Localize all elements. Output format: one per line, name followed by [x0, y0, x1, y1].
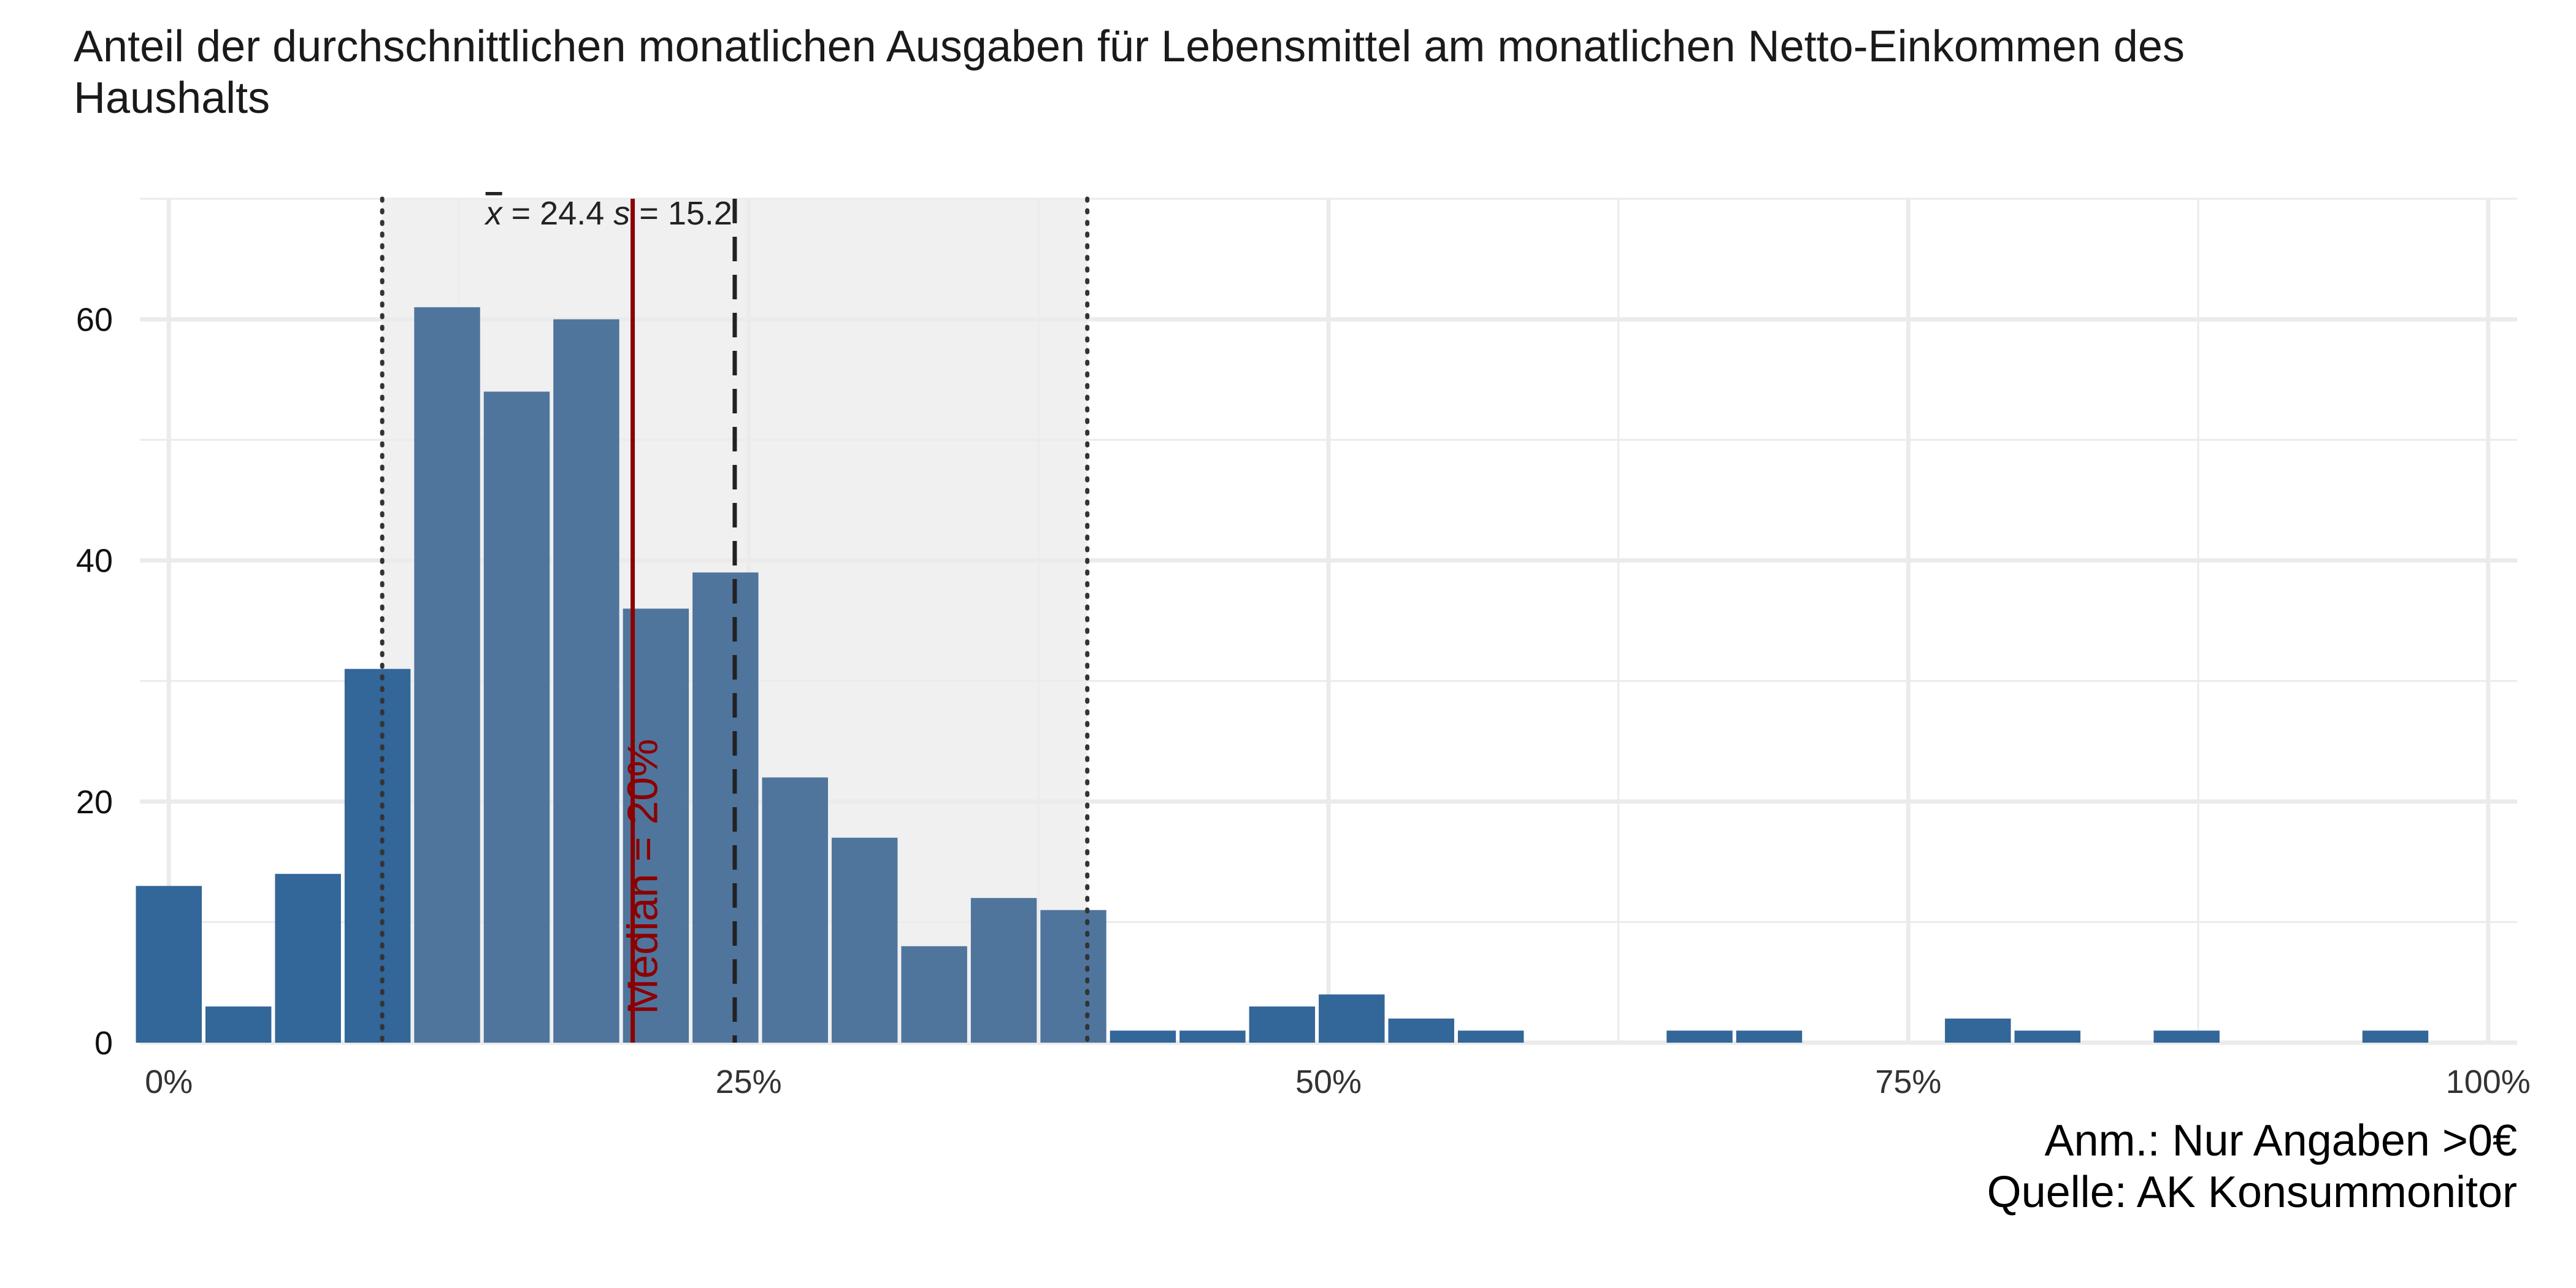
y-tick-label: 40	[76, 543, 113, 580]
histogram-bar	[1110, 1030, 1176, 1043]
y-tick-label: 60	[76, 302, 113, 339]
histogram-bar	[483, 391, 550, 1043]
bars-layer	[136, 307, 2429, 1043]
reference-lines-layer: Median = 20% x = 24.4 s = 15.2	[380, 195, 1090, 1045]
x-tick-label: 25%	[716, 1064, 782, 1100]
histogram-bar	[1319, 994, 1385, 1043]
histogram-bar	[275, 873, 341, 1043]
x-tick-label: 0%	[145, 1064, 193, 1100]
histogram-bar	[1945, 1018, 2011, 1043]
histogram-bar	[344, 669, 411, 1043]
histogram-bar	[1666, 1030, 1733, 1043]
mean-symbol: x	[484, 195, 504, 232]
histogram-bar	[1249, 1006, 1316, 1043]
histogram-bar	[553, 319, 619, 1043]
histogram-bar	[831, 837, 898, 1043]
x-tick-label: 50%	[1295, 1064, 1362, 1100]
histogram-bar	[1736, 1030, 1803, 1043]
chart-caption: Anm.: Nur Angaben >0€ Quelle: AK Konsumm…	[1987, 1115, 2517, 1218]
histogram-bar	[2153, 1030, 2220, 1043]
histogram-bar	[1040, 910, 1106, 1043]
caption-source: Quelle: AK Konsummonitor	[1987, 1168, 2517, 1217]
mean-value: = 24.4	[502, 195, 614, 232]
mean-sd-annotation: x = 24.4 s = 15.2	[484, 195, 732, 232]
histogram-bar	[136, 886, 202, 1043]
axis-labels-layer: 0% 25% 50% 75% 100% 0 20 40 60	[76, 302, 2531, 1100]
histogram-bar	[692, 572, 759, 1043]
histogram-bar	[205, 1006, 272, 1043]
chart-title: Anteil der durchschnittlichen monatliche…	[74, 22, 2185, 123]
histogram-bar	[2014, 1030, 2080, 1043]
histogram-bar	[2362, 1030, 2429, 1043]
histogram-bar	[970, 898, 1037, 1043]
caption-note: Anm.: Nur Angaben >0€	[2044, 1116, 2517, 1165]
x-tick-label: 75%	[1875, 1064, 1941, 1100]
sd-value: = 15.2	[630, 195, 732, 232]
histogram-bar	[1388, 1018, 1454, 1043]
y-tick-label: 20	[76, 784, 113, 821]
median-label: Median = 20%	[619, 739, 667, 1014]
histogram-bar	[901, 946, 967, 1043]
histogram-bar	[762, 777, 828, 1043]
histogram-bar	[1179, 1030, 1246, 1043]
sd-symbol: s	[613, 195, 630, 232]
y-tick-label: 0	[94, 1025, 113, 1062]
histogram-bar	[414, 307, 480, 1043]
histogram-bar	[1457, 1030, 1524, 1043]
x-tick-label: 100%	[2446, 1064, 2531, 1100]
